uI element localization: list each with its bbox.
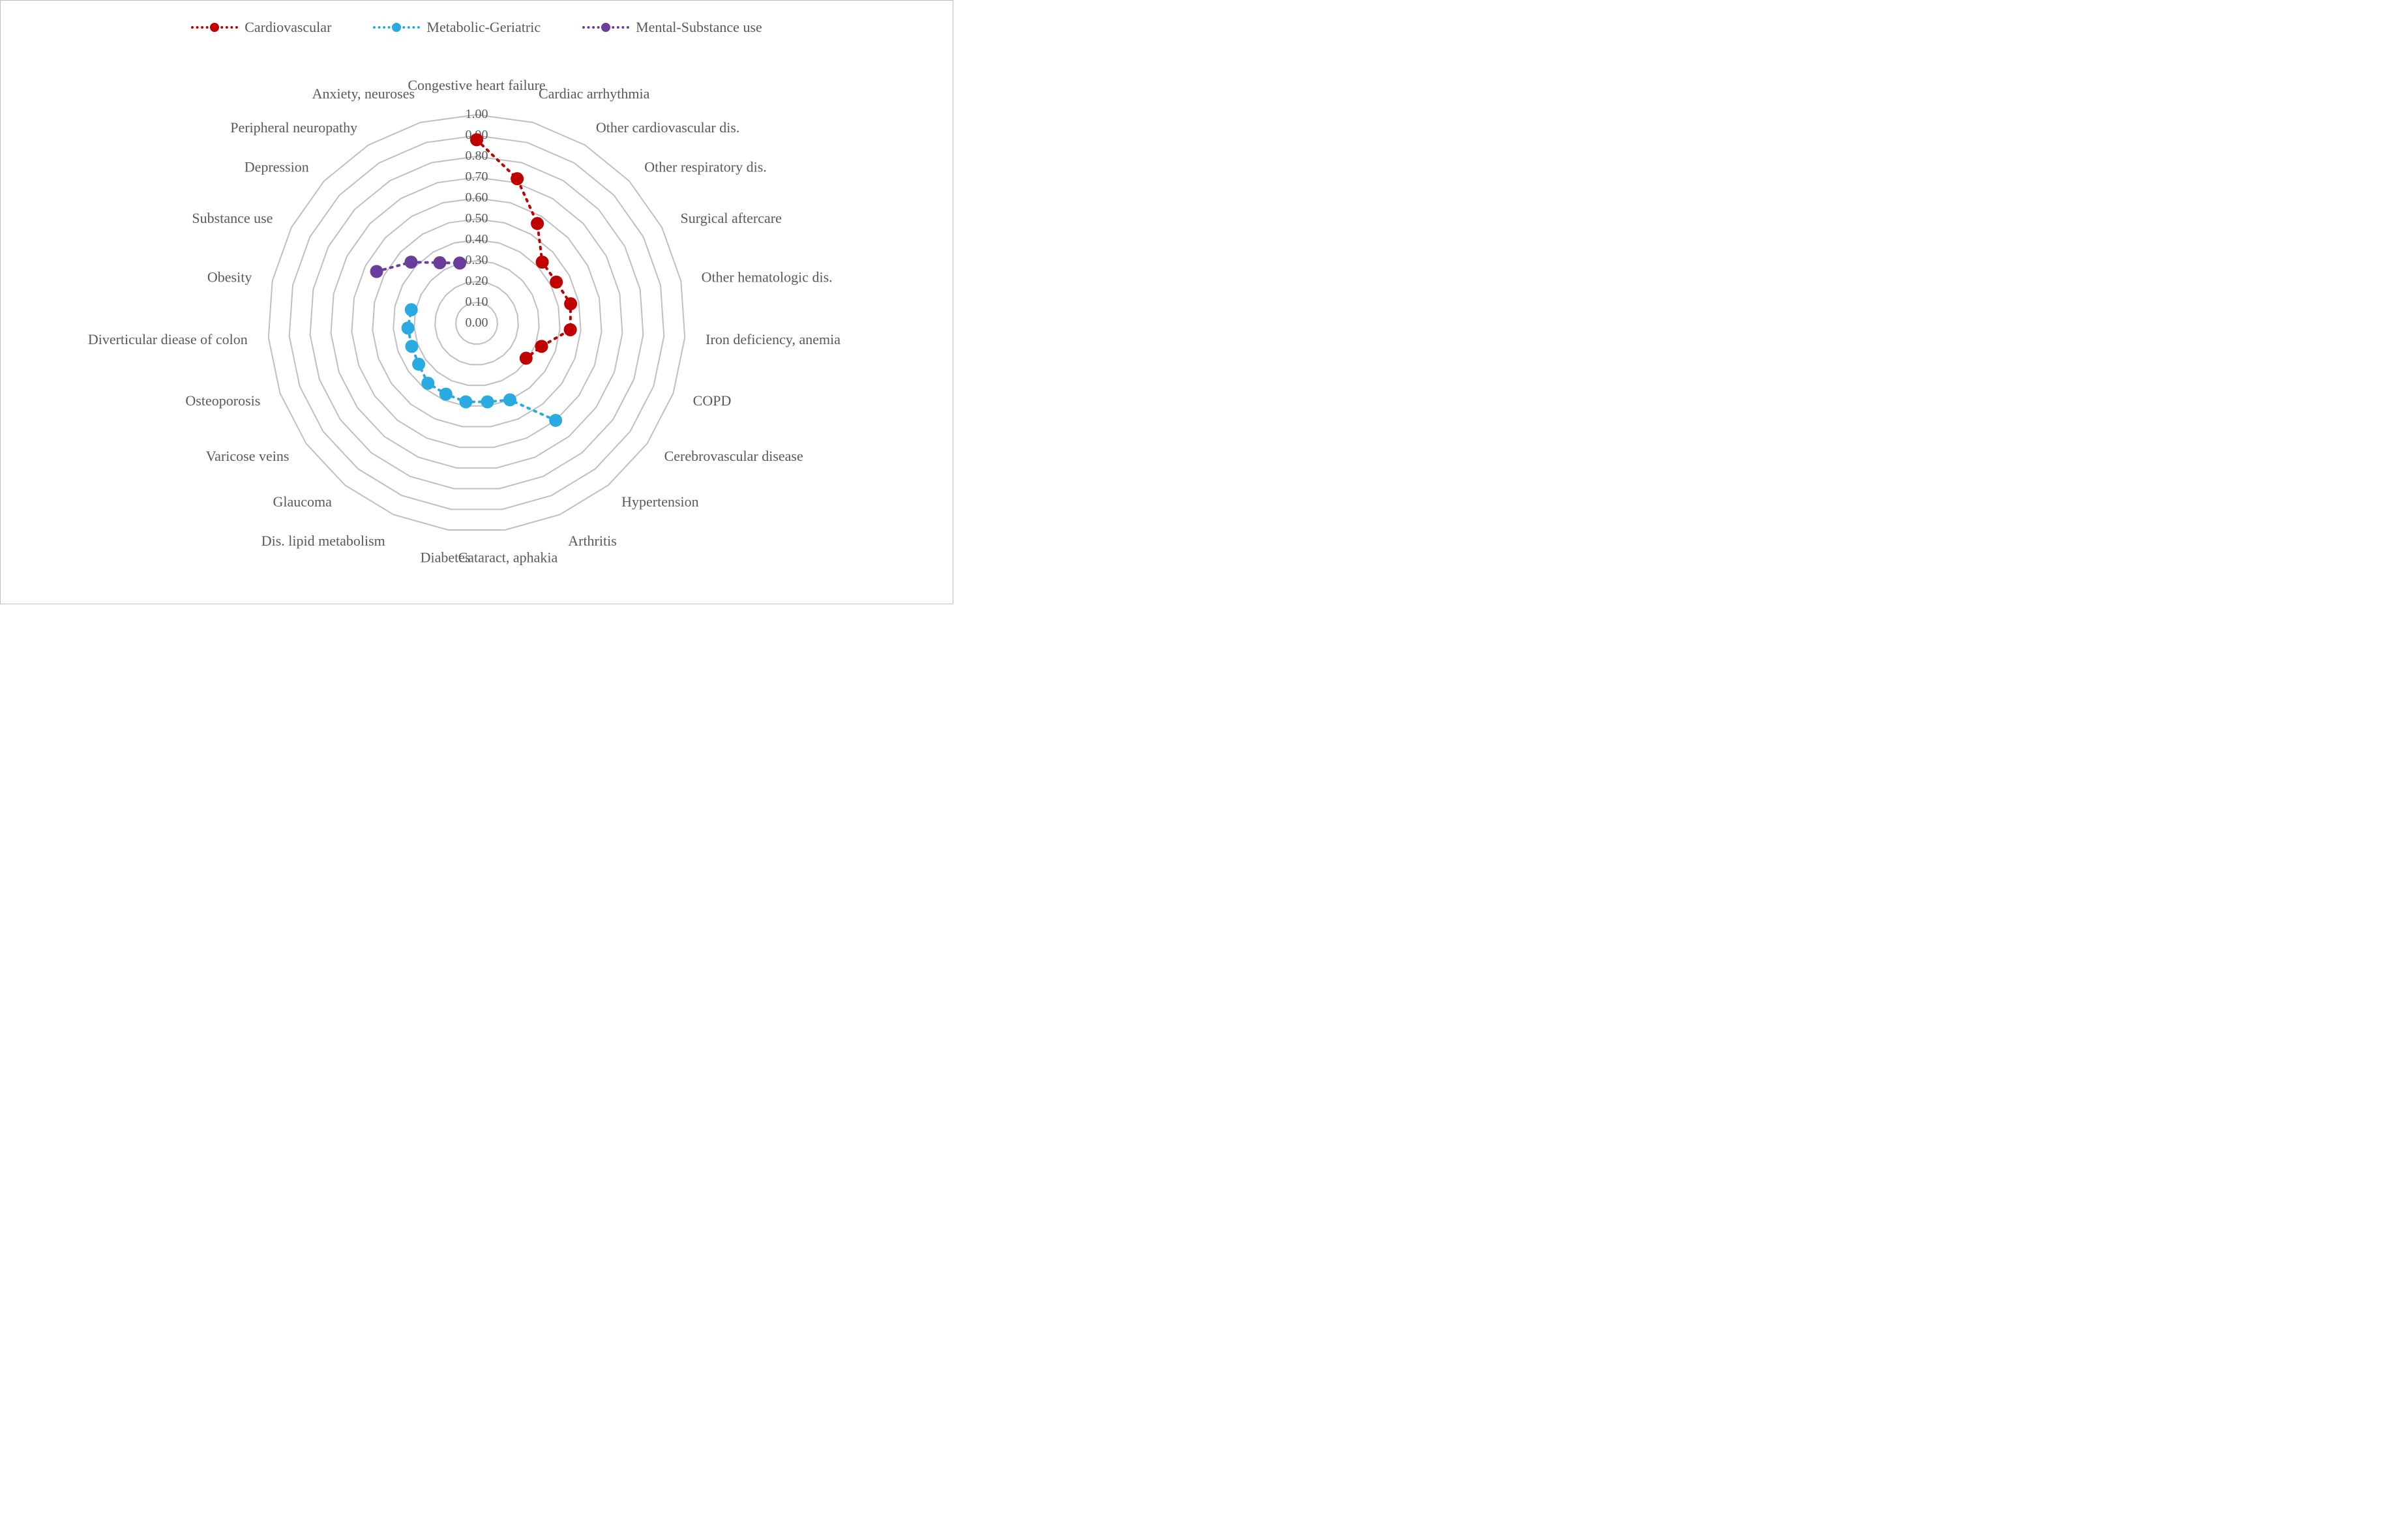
series-marker <box>564 323 577 336</box>
category-label: Other hematologic dis. <box>702 269 833 285</box>
legend-item: Cardiovascular <box>191 19 331 36</box>
series-line <box>377 262 460 271</box>
category-label: Substance use <box>192 210 273 226</box>
radial-tick-label: 0.50 <box>466 211 488 226</box>
category-label: Iron deficiency, anemia <box>706 331 840 347</box>
legend-swatch <box>582 23 629 32</box>
category-label: Obesity <box>207 269 252 285</box>
category-label: Anxiety, neuroses <box>312 85 415 102</box>
category-label: Surgical aftercare <box>681 210 782 226</box>
series-marker <box>433 256 446 269</box>
radial-tick-label: 0.30 <box>466 253 488 267</box>
series-marker <box>550 276 563 289</box>
series-marker <box>453 257 466 270</box>
category-label: Depression <box>245 159 309 175</box>
series-marker <box>531 217 544 230</box>
legend: Cardiovascular Metabolic-Geriatric Mental-… <box>27 19 927 36</box>
category-label: Cataract, aphakia <box>458 550 558 566</box>
series-marker <box>402 321 415 334</box>
series-marker <box>370 265 383 278</box>
category-label: Glaucoma <box>273 493 332 510</box>
series-marker <box>470 133 483 146</box>
radar-chart-svg: 0.000.100.200.300.400.500.600.700.800.90… <box>27 40 927 587</box>
category-label: Osteoporosis <box>185 392 260 409</box>
series-marker <box>421 377 434 390</box>
series-marker <box>520 352 533 365</box>
category-label: Hypertension <box>621 493 699 510</box>
series-marker <box>405 340 418 353</box>
radial-tick-label: 0.70 <box>466 169 488 184</box>
category-label: COPD <box>693 392 732 409</box>
series-marker <box>511 172 524 185</box>
series-line <box>477 139 571 358</box>
radar-chart-container: Cardiovascular Metabolic-Geriatric Mental-… <box>0 0 953 604</box>
radial-tick-label: 1.00 <box>466 107 488 121</box>
series-marker <box>536 256 549 269</box>
legend-item: Mental-Substance use <box>582 19 762 36</box>
radial-tick-label: 0.00 <box>466 315 488 330</box>
category-label: Other cardiovascular dis. <box>596 119 740 136</box>
series-marker <box>564 297 577 310</box>
category-label: Arthritis <box>568 533 617 549</box>
radial-tick-label: 0.20 <box>466 274 488 288</box>
category-label: Diabetes <box>421 550 471 566</box>
legend-label: Cardiovascular <box>245 19 331 36</box>
category-label: Cardiac arrhythmia <box>539 85 650 102</box>
legend-label: Mental-Substance use <box>636 19 762 36</box>
category-label: Peripheral neuropathy <box>230 119 357 136</box>
legend-item: Metabolic-Geriatric <box>373 19 541 36</box>
radial-tick-label: 0.80 <box>466 149 488 163</box>
radial-tick-label: 0.40 <box>466 232 488 246</box>
radial-tick-label: 0.10 <box>466 295 488 309</box>
series-marker <box>459 395 472 408</box>
category-label: Varicose veins <box>206 448 290 464</box>
legend-swatch <box>191 23 238 32</box>
radial-tick-label: 0.60 <box>466 190 488 205</box>
series-marker <box>481 395 494 408</box>
series-marker <box>549 414 562 427</box>
legend-swatch <box>373 23 420 32</box>
series-marker <box>405 303 418 316</box>
series-marker <box>503 393 516 406</box>
series-marker <box>439 388 453 401</box>
category-label: Congestive heart failure <box>408 77 545 93</box>
category-label: Cerebrovascular disease <box>664 448 803 464</box>
series-marker <box>535 340 548 353</box>
category-label: Dis. lipid metabolism <box>261 533 385 549</box>
series-marker <box>404 256 417 269</box>
legend-label: Metabolic-Geriatric <box>426 19 541 36</box>
category-label: Diverticular diease of colon <box>88 331 248 347</box>
category-label: Other respiratory dis. <box>644 159 767 175</box>
series-marker <box>412 358 425 371</box>
